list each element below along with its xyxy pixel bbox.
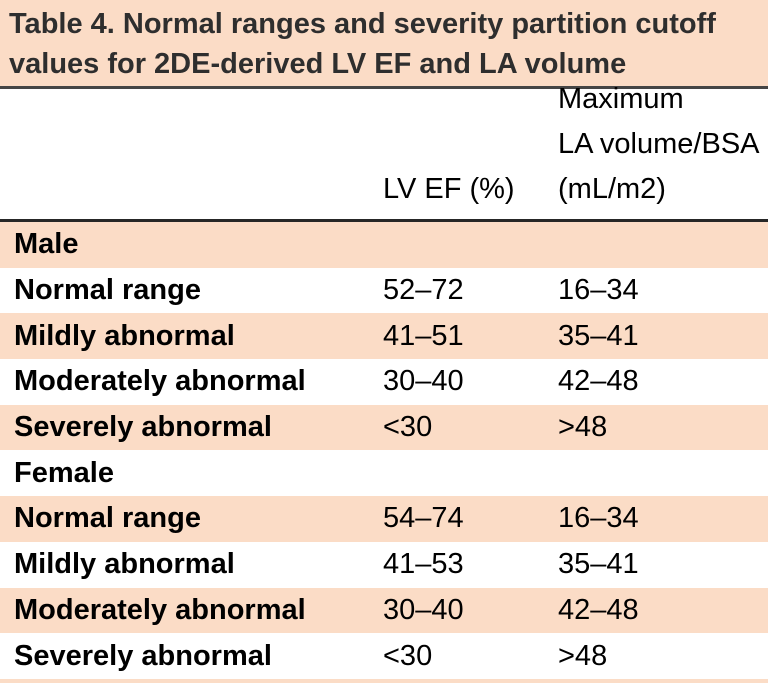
lvef-value: 54–74 [383,502,464,535]
la-volume-value: 35–41 [558,319,639,352]
header-divider-rule [0,219,768,222]
column-header-row: LV EF (%) Maximum LA volume/BSA (mL/m2) [0,83,768,219]
la-volume-value: 16–34 [558,502,639,535]
la-volume-value: 42–48 [558,593,639,626]
row-label: Female [14,456,114,489]
table-row-male-section: Male [0,222,768,268]
bottom-border-strip [0,679,768,683]
lvef-value: 52–72 [383,274,464,307]
row-label: Mildly abnormal [14,319,235,352]
la-volume-value: 42–48 [558,365,639,398]
row-label: Male [14,228,79,261]
lvef-value: <30 [383,639,433,672]
table-title: Table 4. Normal ranges and severity part… [0,0,768,86]
row-label: Severely abnormal [14,639,272,672]
row-label: Severely abnormal [14,411,272,444]
table-row-male-mild: Mildly abnormal 41–51 35–41 [0,313,768,360]
table-row-female-normal: Normal range 54–74 16–34 [0,496,768,542]
table-row-female-moderate: Moderately abnormal 30–40 42–48 [0,587,768,634]
lvef-value: <30 [383,411,433,444]
row-label: Normal range [14,502,201,535]
la-volume-value: >48 [558,639,608,672]
lvef-value: 30–40 [383,593,464,626]
table-title-line-2: values for 2DE-derived LV EF and LA volu… [9,48,627,80]
table-row-male-severe: Severely abnormal <30 >48 [0,404,768,451]
lvef-value: 41–51 [383,319,464,352]
table-row-female-mild: Mildly abnormal 41–53 35–41 [0,541,768,588]
row-label: Mildly abnormal [14,548,235,581]
la-volume-value: >48 [558,411,608,444]
table-row-female-severe: Severely abnormal <30 >48 [0,633,768,679]
table-row-male-moderate: Moderately abnormal 30–40 42–48 [0,359,768,405]
la-volume-value: 16–34 [558,274,639,307]
column-header-la-volume: Maximum LA volume/BSA (mL/m2) [558,83,760,205]
column-header-lvef: LV EF (%) [383,173,515,205]
la-volume-value: 35–41 [558,548,639,581]
table-row-female-section: Female [0,450,768,497]
row-label: Moderately abnormal [14,365,306,398]
lvef-value: 30–40 [383,365,464,398]
table-body: Male Normal range 52–72 16–34 Mildly abn… [0,222,768,679]
row-label: Normal range [14,274,201,307]
row-label: Moderately abnormal [14,593,306,626]
lvef-value: 41–53 [383,548,464,581]
table-row-male-normal: Normal range 52–72 16–34 [0,267,768,314]
table-title-line-1: Table 4. Normal ranges and severity part… [9,8,716,40]
title-divider-rule [0,86,768,89]
